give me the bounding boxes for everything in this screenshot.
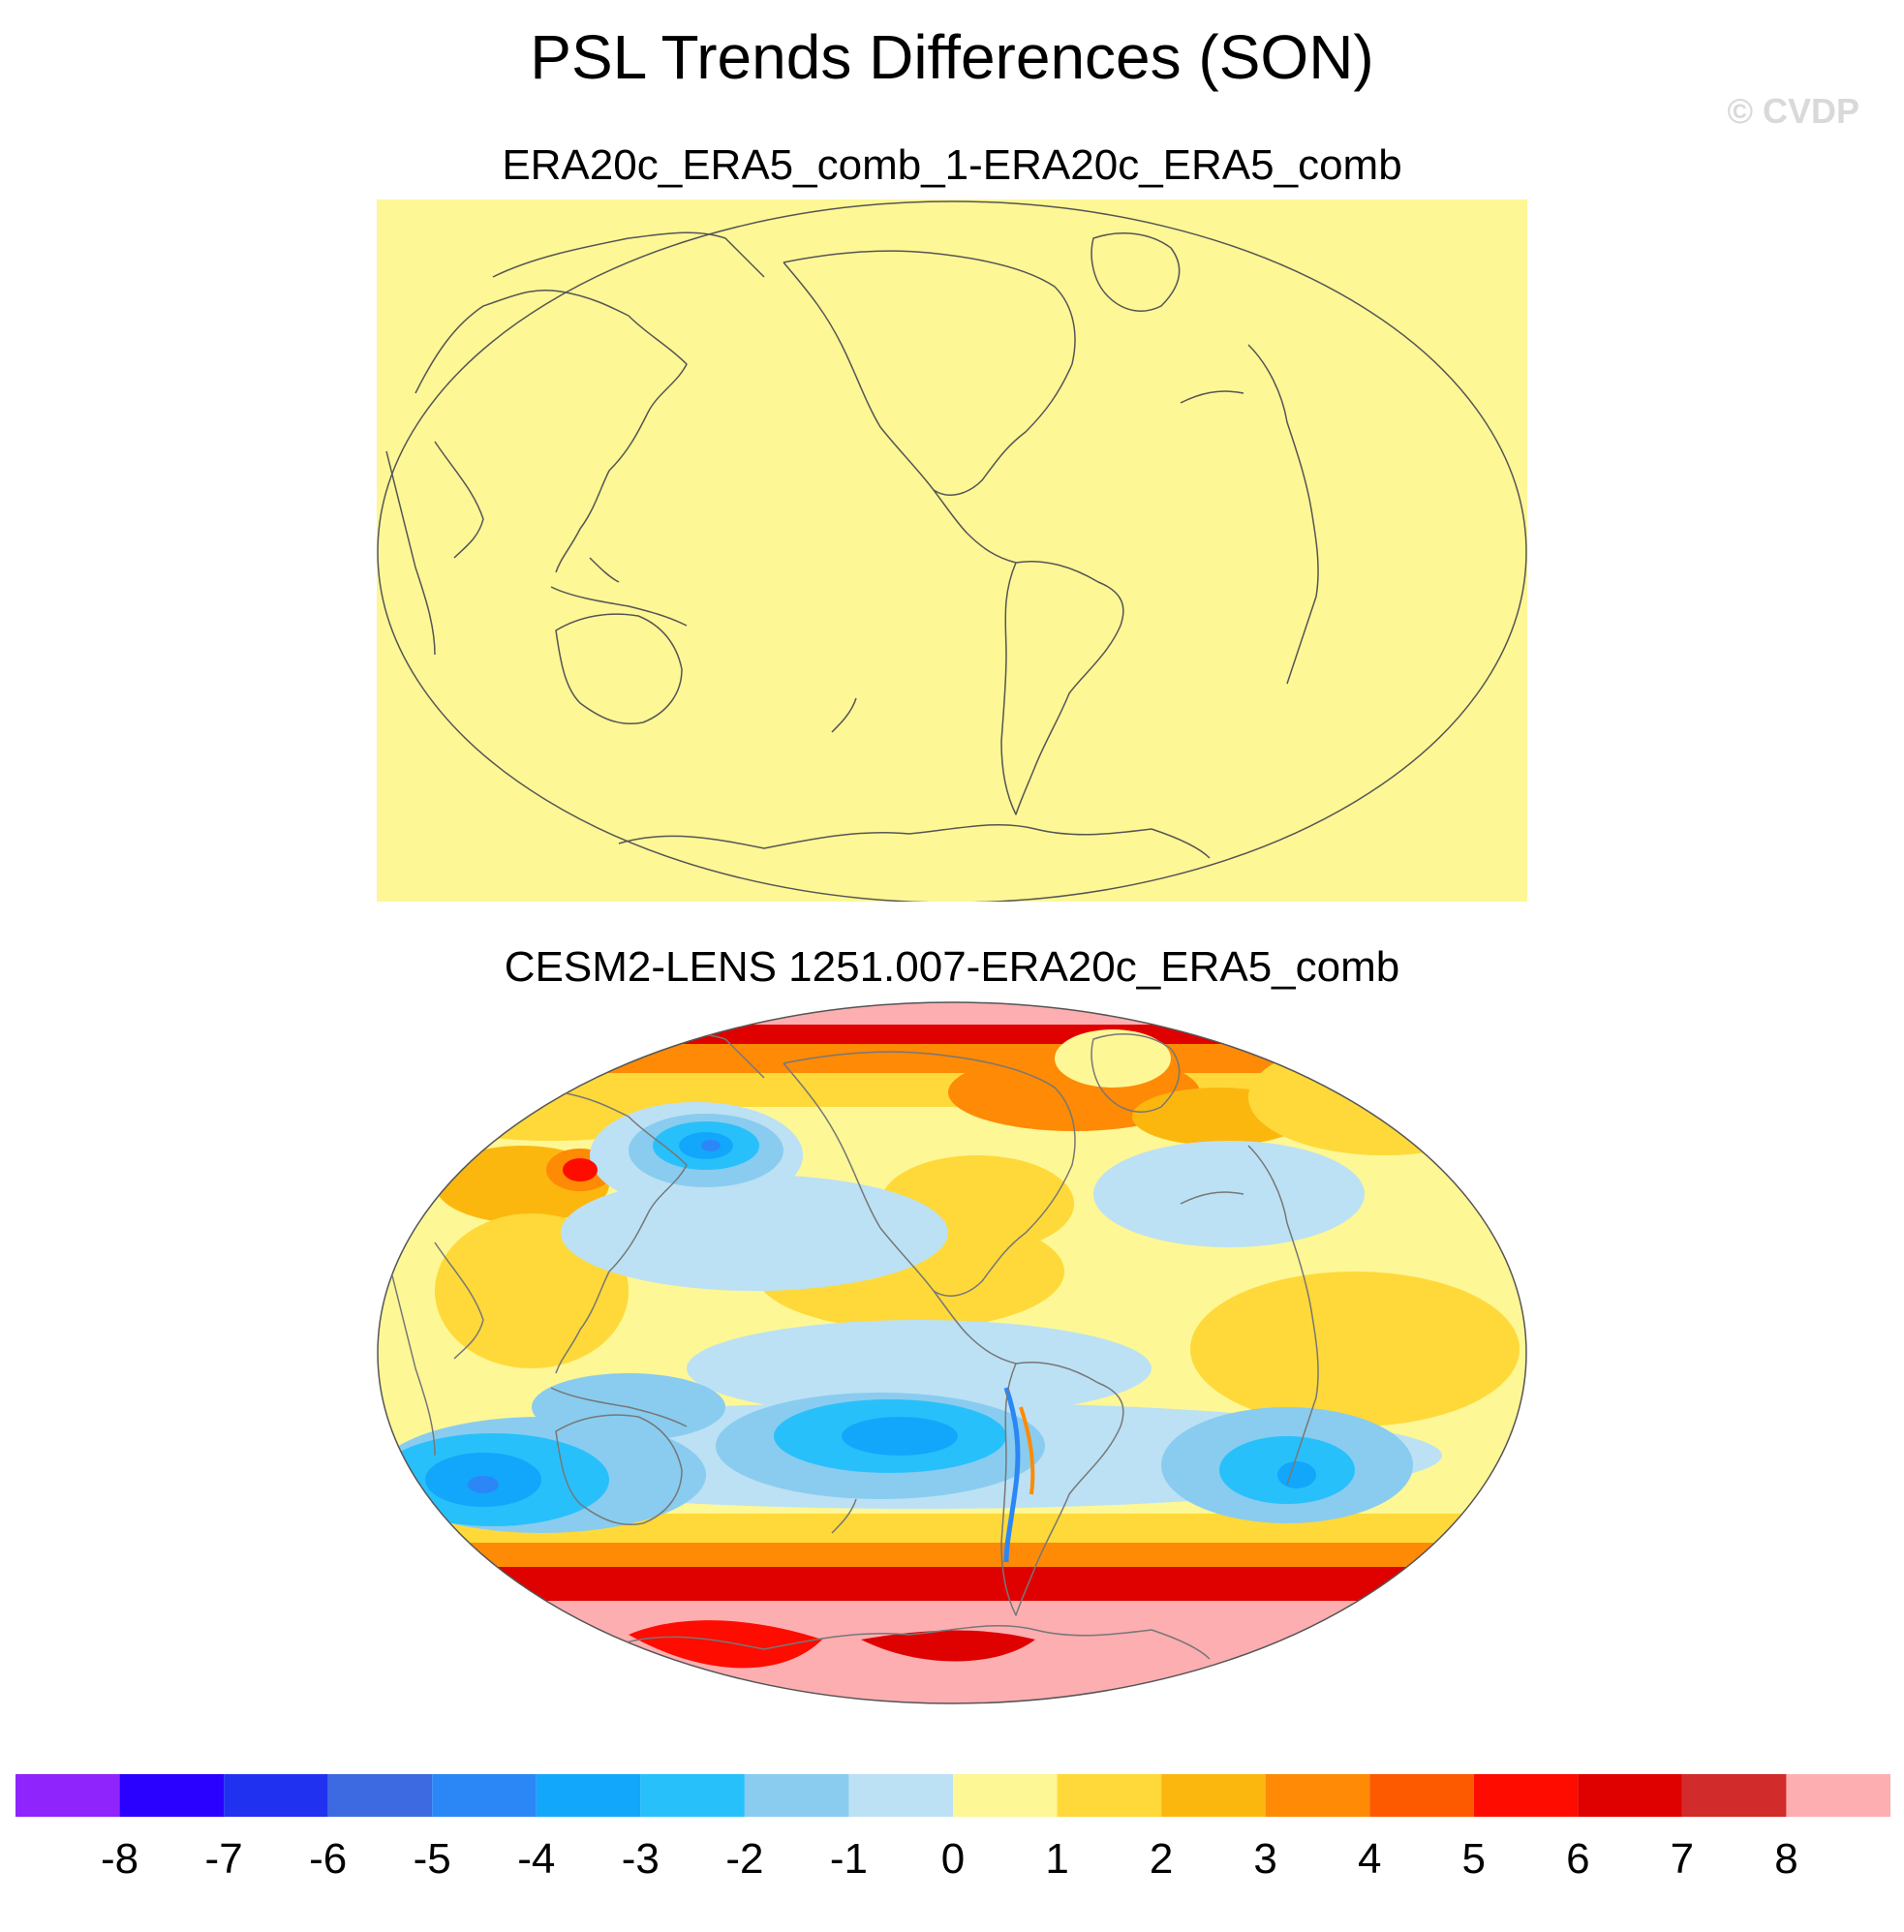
colorbar: -8 -7 -6 -5 -4 -3 -2 -1 0 1 2 3 4 5 6 7 8 [15, 1774, 1890, 1883]
colorbar-tick-label: -6 [309, 1835, 347, 1883]
colorbar-box [1473, 1774, 1579, 1817]
colorbar-tick-label: 7 [1671, 1835, 1694, 1883]
panel-2-map [377, 1001, 1527, 1704]
panel-2-field [378, 1002, 1526, 1703]
colorbar-box [1369, 1774, 1474, 1817]
colorbar-box [327, 1774, 433, 1817]
panel-2-map-boundary [377, 1001, 1527, 1704]
colorbar-box [1057, 1774, 1162, 1817]
panel-1-map-boundary [377, 200, 1527, 902]
figure-title: PSL Trends Differences (SON) [530, 22, 1374, 92]
colorbar-tick-label: 2 [1150, 1835, 1173, 1883]
colorbar-tick-label: 0 [941, 1835, 965, 1883]
colorbar-labels: -8 -7 -6 -5 -4 -3 -2 -1 0 1 2 3 4 5 6 7 8 [101, 1835, 1798, 1883]
colorbar-tick-label: 6 [1566, 1835, 1589, 1883]
colorbar-box [119, 1774, 225, 1817]
colorbar-tick-label: -3 [622, 1835, 660, 1883]
colorbar-box [1265, 1774, 1370, 1817]
colorbar-box [15, 1774, 120, 1817]
colorbar-box [536, 1774, 641, 1817]
colorbar-tick-label: 4 [1358, 1835, 1381, 1883]
panel-1-title: ERA20c_ERA5_comb_1-ERA20c_ERA5_comb [502, 141, 1402, 189]
panel-1-field [377, 199, 1527, 902]
cvdp-watermark: © CVDP [1727, 91, 1859, 131]
colorbar-tick-label: 1 [1045, 1835, 1068, 1883]
colorbar-tick-label: 8 [1774, 1835, 1797, 1883]
colorbar-tick-label: 3 [1253, 1835, 1276, 1883]
colorbar-box [1681, 1774, 1787, 1817]
colorbar-tick-label: 5 [1462, 1835, 1486, 1883]
colorbar-box [224, 1774, 328, 1817]
colorbar-box [744, 1774, 849, 1817]
colorbar-box [640, 1774, 745, 1817]
colorbar-tick-label: -4 [517, 1835, 555, 1883]
panel-2-coastlines [385, 1032, 1319, 1660]
panel-1-map [377, 199, 1527, 902]
panel-1-coastlines [385, 231, 1319, 859]
colorbar-tick-label: -2 [725, 1835, 763, 1883]
colorbar-box [1578, 1774, 1682, 1817]
colorbar-tick-label: -1 [830, 1835, 868, 1883]
colorbar-box [953, 1774, 1058, 1817]
colorbar-boxes [15, 1774, 1890, 1817]
colorbar-box [1161, 1774, 1266, 1817]
colorbar-tick-label: -8 [101, 1835, 138, 1883]
colorbar-box [1786, 1774, 1890, 1817]
colorbar-tick-label: -7 [205, 1835, 243, 1883]
panel-2-title: CESM2-LENS 1251.007-ERA20c_ERA5_comb [504, 943, 1400, 991]
colorbar-box [432, 1774, 537, 1817]
colorbar-box [848, 1774, 953, 1817]
colorbar-tick-label: -5 [414, 1835, 451, 1883]
